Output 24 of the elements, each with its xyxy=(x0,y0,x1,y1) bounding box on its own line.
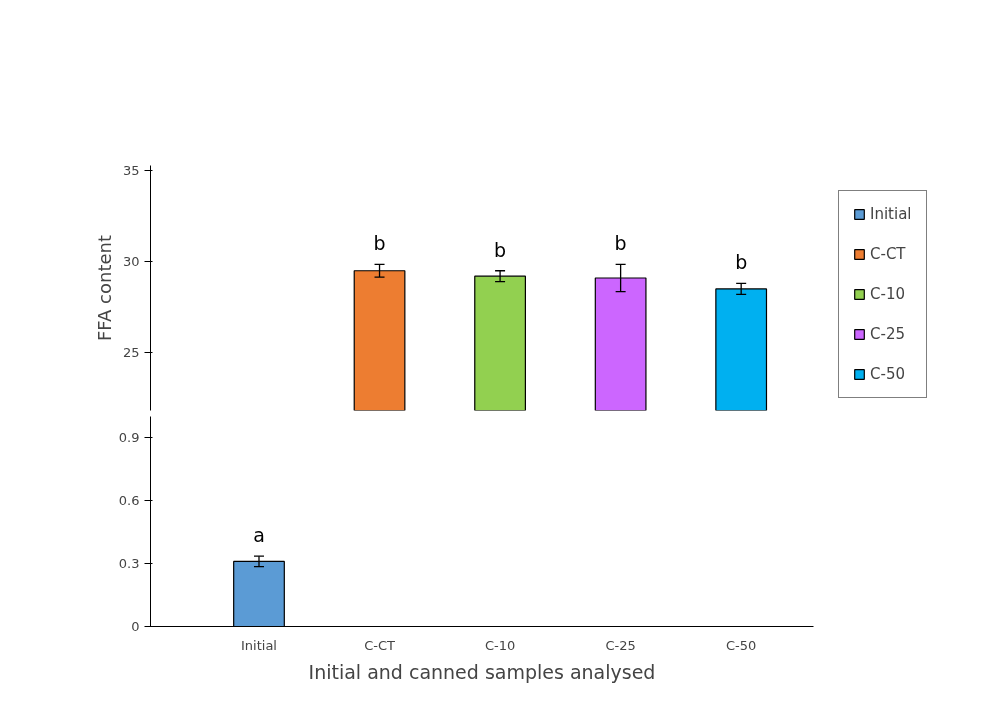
annotation: b xyxy=(373,232,386,255)
legend-label: C-50 xyxy=(870,365,905,383)
y-tick-label: 0.9 xyxy=(118,430,140,445)
y-tick-label: 0.6 xyxy=(118,493,140,508)
annotation: b xyxy=(614,232,627,255)
x-axis-title: Initial and canned samples analysed xyxy=(308,660,656,683)
y-axis-title: FFA content xyxy=(93,234,115,341)
y-tick-label: 30 xyxy=(122,254,140,270)
legend-label: Initial xyxy=(870,205,912,223)
y-tick-label: 0.3 xyxy=(118,556,140,571)
x-tick-label: C-CT xyxy=(364,637,395,653)
annotation: b xyxy=(494,238,507,261)
x-tick-label: C-50 xyxy=(726,637,757,653)
legend-label: C-25 xyxy=(870,325,905,343)
x-tick-label: C-10 xyxy=(484,637,516,653)
y-tick-label: 35 xyxy=(122,163,140,179)
y-tick-label: 25 xyxy=(122,344,140,360)
x-tick-label: C-25 xyxy=(605,637,636,653)
legend-label: C-10 xyxy=(870,285,905,303)
legend-label: C-CT xyxy=(870,245,906,263)
x-tick-label: Initial xyxy=(241,637,277,653)
annotation: a xyxy=(253,524,265,547)
y-tick-label: 0 xyxy=(131,619,140,634)
annotation: b xyxy=(735,251,748,274)
